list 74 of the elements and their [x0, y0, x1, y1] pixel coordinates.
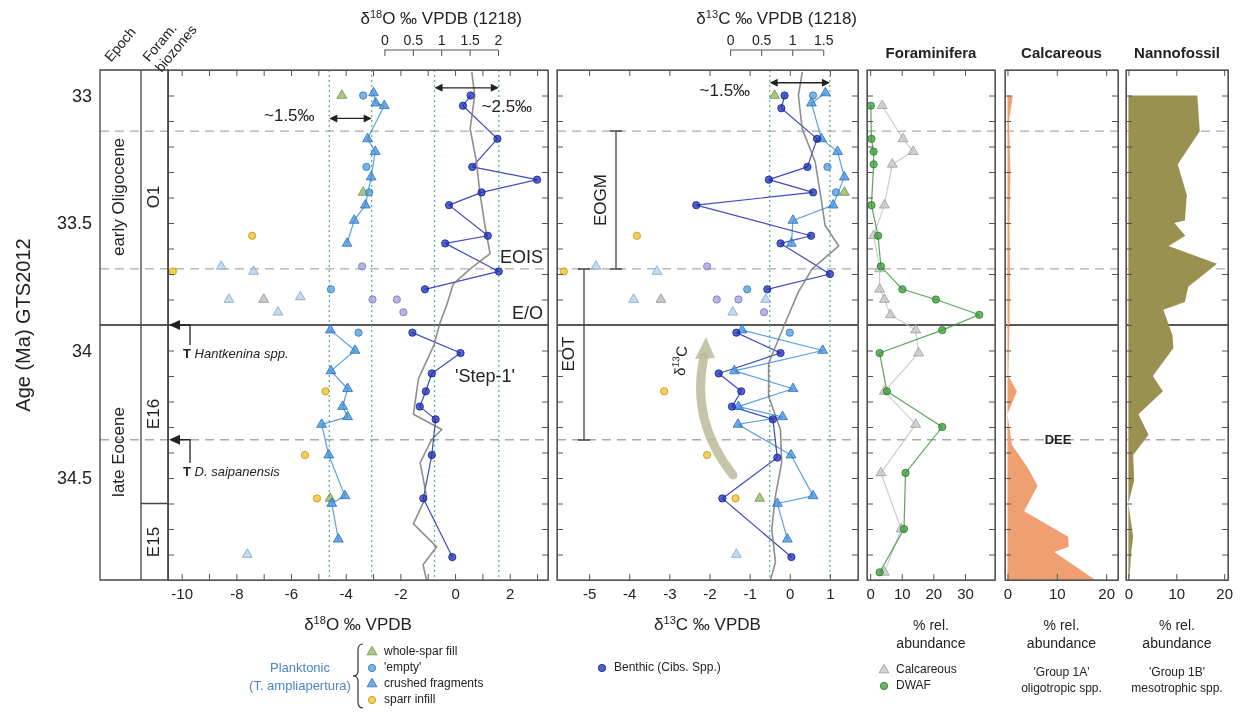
text: E16	[143, 398, 163, 430]
x-tick-label: -2	[394, 584, 408, 602]
x-tick-label: -2	[703, 584, 717, 602]
y-tick-label: 33.5	[56, 213, 92, 234]
x2-tick-label: 0.5	[751, 32, 772, 48]
x-tick-label: -4	[623, 584, 637, 602]
y-tick-label: 34.5	[56, 468, 92, 489]
x-tick-label: 0	[1003, 584, 1013, 602]
x2-tick-label: 1	[788, 32, 797, 48]
x2-tick-label: 0	[381, 32, 390, 48]
annotation: DEE	[1044, 432, 1072, 448]
x2-tick-label: 1	[437, 32, 446, 48]
x-axis-title: % rel. abundance	[1026, 617, 1097, 651]
x2-tick-label: 0	[726, 32, 735, 48]
x-tick-label: 10	[1168, 584, 1186, 602]
x2-tick-label: 0.5	[403, 32, 424, 48]
text: E15	[143, 526, 163, 558]
x-tick-label: 20	[1098, 584, 1115, 602]
legend-title: Planktonic (T. ampliapertura)	[249, 660, 351, 693]
annotation: ~2.5‰	[481, 97, 533, 117]
annotation: T D. saipanensis	[183, 464, 281, 480]
x-tick-label: 0	[786, 584, 795, 602]
x-tick-label: 1	[826, 584, 835, 602]
x-tick-label: -1	[743, 584, 757, 602]
annotation: 'Step-1'	[455, 365, 515, 386]
y-tick-label: 33	[71, 85, 92, 106]
annotation: EOT	[559, 336, 579, 372]
ref-line-label: E/O	[511, 303, 543, 323]
x-tick-label: 30	[957, 584, 974, 602]
x-axis-title: % rel. abundance	[896, 617, 966, 651]
x-axis-title: δ$^{13}$C ‰ VPDB	[654, 614, 761, 634]
x2-axis-title: δ$^{18}$O ‰ VPDB (1218)	[360, 8, 523, 28]
annotation: ~1.5‰	[264, 106, 315, 126]
x-tick-label: 0	[1124, 584, 1134, 602]
legend-label: Benthic (Cibs. Spp.)	[614, 660, 721, 675]
text: 'Group 1A' oligotropic spp.	[1021, 665, 1102, 695]
text: O1	[143, 185, 163, 209]
x-tick-label: -4	[339, 584, 353, 602]
y-tick-label: 34	[71, 340, 92, 361]
x-tick-label: 10	[1048, 584, 1066, 602]
chart-title: Foraminifera	[885, 44, 978, 61]
x-tick-label: 0	[451, 584, 460, 602]
x-tick-label: -8	[230, 584, 244, 602]
x-tick-label: 10	[893, 584, 911, 602]
x-axis-title: % rel. abundance	[1142, 617, 1212, 651]
annotation: ~1.5‰	[699, 81, 751, 101]
legend-label: crushed fragments	[384, 676, 484, 691]
text: 'Group 1B' mesotrophic spp.	[1131, 665, 1223, 695]
legend-label: sparr infill	[384, 692, 436, 707]
legend-label: DWAF	[896, 678, 931, 693]
x-tick-label: 20	[1216, 584, 1234, 602]
x-tick-label: 20	[925, 584, 943, 602]
x-tick-label: 2	[506, 584, 515, 602]
x2-tick-label: 1.5	[460, 32, 481, 48]
chart-title: Nannofossil	[1134, 44, 1220, 61]
x-tick-label: -5	[582, 584, 597, 602]
x-tick-label: -6	[284, 584, 299, 602]
x2-tick-label: 2	[494, 32, 503, 48]
x-tick-label: 0	[866, 584, 875, 602]
x2-axis-title: δ$^{13}$C ‰ VPDB (1218)	[696, 8, 858, 28]
x2-tick-label: 1.5	[814, 32, 834, 48]
chart-title: Calcareous	[1021, 44, 1102, 61]
x-tick-label: -10	[171, 584, 194, 602]
legend-label: Calcareous	[896, 662, 957, 677]
text: early Oligocene	[109, 137, 129, 257]
legend-label: 'empty'	[384, 660, 422, 675]
x-tick-label: -3	[663, 584, 677, 602]
ref-line-label: EOIS	[499, 246, 543, 267]
y-axis-title: Age (Ma) GTS2012	[12, 238, 34, 412]
annotation: T Hantkenina spp.	[183, 346, 289, 362]
legend-label: whole-spar fill	[383, 644, 458, 659]
text: late Eocene	[109, 407, 129, 497]
annotation: EOGM	[591, 174, 611, 226]
x-axis-title: δ$^{18}$O ‰ VPDB	[304, 614, 412, 634]
